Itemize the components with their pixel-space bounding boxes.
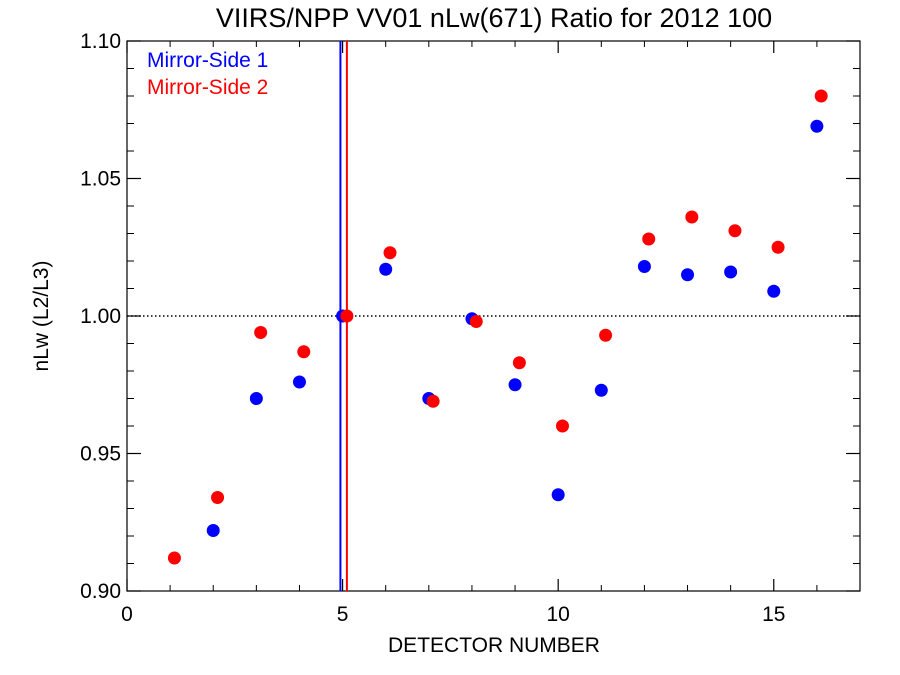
series-2-point	[340, 309, 354, 323]
series-1-point	[551, 488, 565, 502]
chart-title: VIIRS/NPP VV01 nLw(671) Ratio for 2012 1…	[216, 3, 772, 33]
series-2-point	[383, 246, 397, 260]
series-1-point	[292, 375, 306, 389]
series-2-point	[512, 356, 526, 370]
series-1-point	[767, 284, 781, 298]
series-2-point	[814, 89, 828, 103]
series-1-point	[249, 392, 263, 405]
series-1-point	[206, 524, 220, 537]
series-1-point	[508, 378, 522, 392]
series-2-point	[426, 394, 440, 408]
y-tick-label: 0.95	[80, 443, 121, 466]
y-tick-label: 0.90	[80, 580, 121, 603]
legend-entry-1: Mirror-Side 1	[147, 49, 268, 72]
series-2-point	[555, 419, 569, 433]
series-2-point	[599, 328, 613, 342]
points-layer	[167, 89, 828, 565]
x-axis-label: DETECTOR NUMBER	[388, 634, 600, 657]
series-2-point	[254, 326, 268, 339]
series-2-point	[297, 345, 311, 359]
series-1-point	[379, 262, 393, 276]
series-1-point	[810, 119, 824, 133]
series-1-point	[724, 265, 738, 279]
y-tick-label: 1.05	[80, 168, 121, 191]
series-2-point	[771, 240, 785, 254]
legend: Mirror-Side 1 Mirror-Side 2	[147, 49, 268, 99]
series-2-point	[642, 232, 656, 246]
series-2-point	[211, 491, 225, 504]
series-1-point	[637, 260, 651, 273]
plot-frame	[126, 40, 861, 592]
y-tick-label: 1.10	[80, 30, 121, 53]
x-tick-label: 0	[121, 603, 133, 626]
x-tick-label: 10	[546, 603, 569, 626]
legend-entry-2: Mirror-Side 2	[147, 76, 268, 99]
x-tick-label: 15	[762, 603, 785, 626]
lines-layer	[127, 41, 860, 591]
y-axis-label: nLw (L2/L3)	[30, 261, 53, 372]
series-2-point	[167, 551, 181, 565]
axes-layer: 0 5 10 15 0.90 0.95 1.00 1.05 1.10	[80, 30, 861, 626]
y-tick-label: 1.00	[80, 305, 121, 328]
x-tick-label: 5	[337, 603, 349, 626]
series-2-point	[685, 210, 699, 224]
series-1-point	[681, 268, 695, 282]
series-2-point	[469, 315, 483, 328]
series-2-point	[728, 224, 742, 238]
series-1-point	[594, 383, 608, 397]
